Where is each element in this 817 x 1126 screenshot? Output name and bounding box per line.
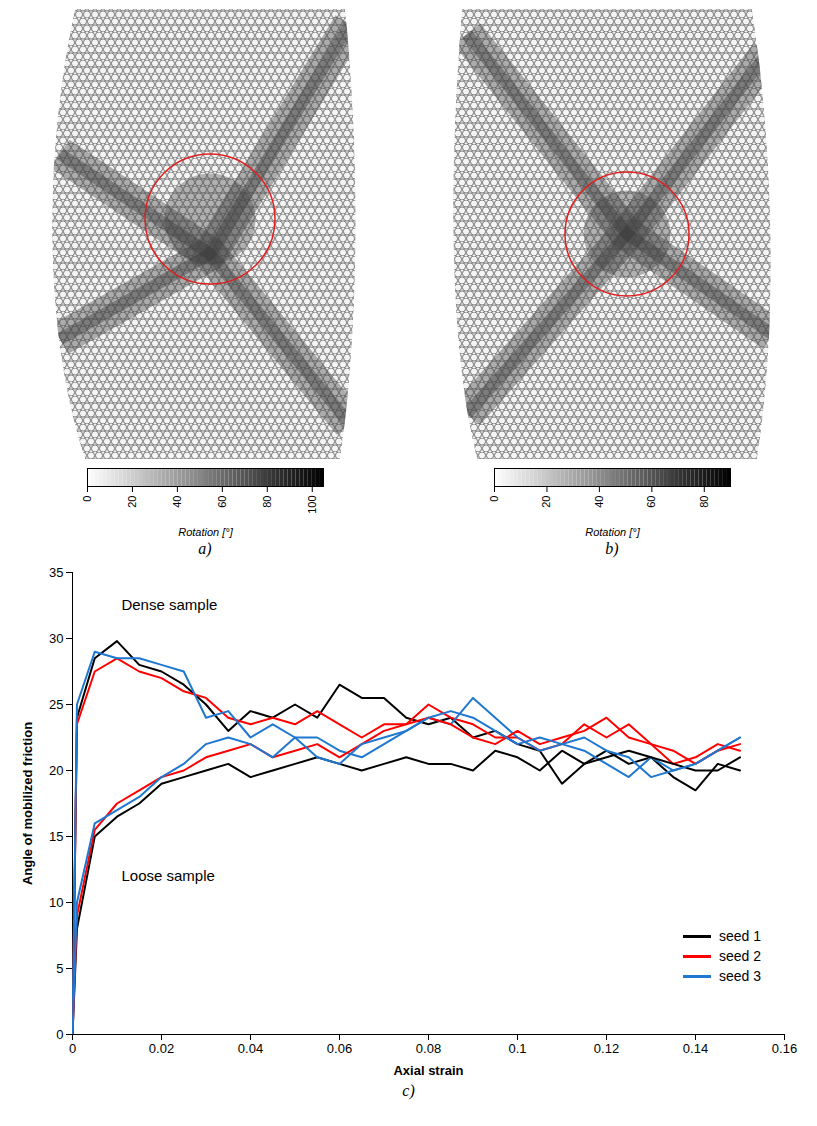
svg-text:0: 0 <box>56 1027 63 1042</box>
svg-text:15: 15 <box>49 829 63 844</box>
html-text:seed 1: seed 1 <box>719 928 761 944</box>
svg-text:Rotation [°]: Rotation [°] <box>178 526 233 538</box>
html-text:c): c) <box>402 1082 415 1099</box>
svg-text:0: 0 <box>69 1041 76 1056</box>
svg-text:0.16: 0.16 <box>772 1041 797 1056</box>
svg-text:20: 20 <box>49 763 63 778</box>
svg-text:30: 30 <box>49 631 63 646</box>
svg-text:80: 80 <box>261 496 273 508</box>
svg-text:Axial strain: Axial strain <box>393 1063 463 1078</box>
html-text:seed 3: seed 3 <box>719 968 761 984</box>
svg-text:0.06: 0.06 <box>327 1041 352 1056</box>
svg-text:60: 60 <box>645 496 657 508</box>
svg-text:Dense sample: Dense sample <box>121 596 217 613</box>
svg-text:20: 20 <box>540 496 552 508</box>
svg-text:Angle of mobilized friction: Angle of mobilized friction <box>20 722 35 885</box>
svg-text:0.1: 0.1 <box>508 1041 526 1056</box>
svg-text:0: 0 <box>488 496 500 502</box>
html-text:b): b) <box>605 540 619 557</box>
svg-text:10: 10 <box>49 895 63 910</box>
svg-text:20: 20 <box>126 496 138 508</box>
html-text:a): a) <box>198 540 212 557</box>
svg-text:0.14: 0.14 <box>683 1041 708 1056</box>
svg-text:35: 35 <box>49 565 63 580</box>
svg-text:0.02: 0.02 <box>149 1041 174 1056</box>
svg-text:25: 25 <box>49 697 63 712</box>
svg-text:5: 5 <box>56 961 63 976</box>
svg-text:Rotation [°]: Rotation [°] <box>585 526 640 538</box>
svg-text:Loose sample: Loose sample <box>121 867 214 884</box>
svg-text:0.04: 0.04 <box>238 1041 263 1056</box>
svg-text:0: 0 <box>81 496 93 502</box>
html-text:seed 2: seed 2 <box>719 948 761 964</box>
svg-text:100: 100 <box>306 496 318 514</box>
svg-text:40: 40 <box>171 496 183 508</box>
svg-text:0.12: 0.12 <box>594 1041 619 1056</box>
svg-text:0.08: 0.08 <box>416 1041 441 1056</box>
svg-text:40: 40 <box>593 496 605 508</box>
svg-text:80: 80 <box>698 496 710 508</box>
svg-text:60: 60 <box>216 496 228 508</box>
